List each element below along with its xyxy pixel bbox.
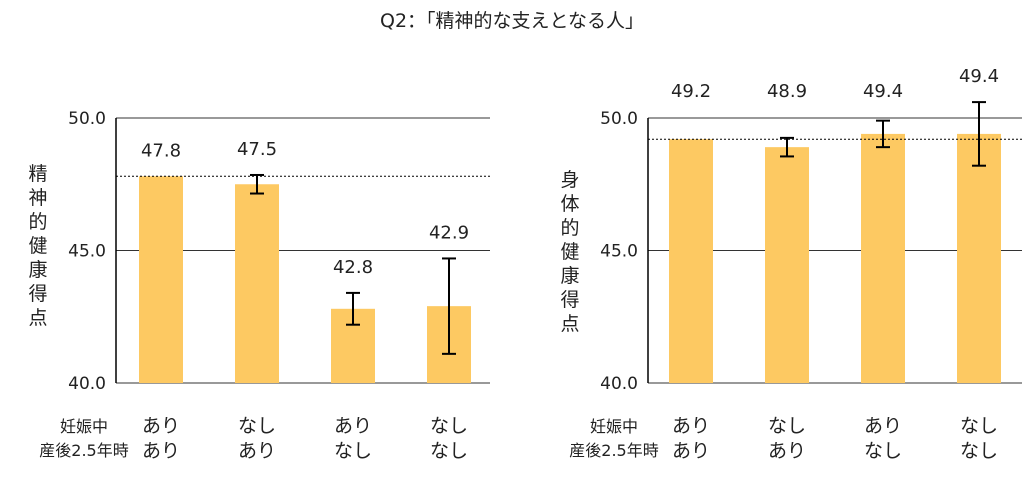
data-label: 49.2: [671, 81, 711, 102]
y-tick-label: 50.0: [68, 109, 106, 129]
data-label: 42.8: [333, 257, 373, 278]
x-tick-label: なし: [768, 415, 806, 437]
y-axis-label-char: 身: [560, 169, 579, 191]
y-tick-label: 40.0: [600, 374, 638, 394]
x-tick-label: あり: [334, 415, 372, 437]
y-tick-label: 50.0: [600, 109, 638, 129]
data-label: 47.5: [237, 139, 277, 160]
data-label: 48.9: [767, 81, 807, 102]
x-tick-label: あり: [142, 440, 180, 462]
y-axis-label-char: 的: [28, 211, 47, 233]
data-label: 49.4: [959, 66, 999, 87]
bar: [235, 184, 279, 383]
row-label-postpartum: 産後2.5年時: [569, 441, 658, 460]
y-axis-label-char: 点: [28, 307, 47, 329]
x-tick-label: なし: [430, 415, 468, 437]
bar: [139, 176, 183, 383]
data-label: 47.8: [141, 140, 181, 161]
y-tick-label: 45.0: [600, 242, 638, 262]
y-axis-label-char: 康: [560, 265, 579, 287]
bar: [861, 133, 905, 383]
x-tick-label: なし: [430, 440, 468, 462]
y-tick-label: 45.0: [68, 242, 106, 262]
bar: [957, 133, 1001, 383]
y-axis-label-char: 得: [28, 283, 47, 305]
x-tick-label: あり: [142, 415, 180, 437]
x-tick-label: あり: [768, 440, 806, 462]
y-tick-label: 40.0: [68, 374, 106, 394]
x-tick-label: あり: [238, 440, 276, 462]
bar: [765, 147, 809, 383]
y-axis-label-char: 得: [560, 289, 579, 311]
chart-title: Q2：「精神的な支えとなる人」: [380, 10, 644, 32]
y-axis-label-char: 神: [28, 187, 47, 209]
data-label: 49.4: [863, 81, 903, 102]
data-label: 42.9: [429, 222, 469, 243]
row-label-postpartum: 産後2.5年時: [39, 441, 128, 460]
y-axis-label-char: 健: [28, 235, 47, 257]
x-tick-label: あり: [672, 415, 710, 437]
bar: [669, 139, 713, 383]
row-label-pregnancy: 妊娠中: [590, 417, 638, 436]
x-tick-label: あり: [672, 440, 710, 462]
x-tick-label: なし: [864, 440, 902, 462]
x-tick-label: なし: [238, 415, 276, 437]
y-axis-label-char: 点: [560, 313, 579, 335]
x-tick-label: あり: [864, 415, 902, 437]
y-axis-label-char: 精: [28, 163, 47, 185]
y-axis-label-char: 体: [560, 193, 579, 215]
x-tick-label: なし: [960, 415, 998, 437]
x-tick-label: なし: [960, 440, 998, 462]
y-axis-label-char: 康: [28, 259, 47, 281]
y-axis-label-char: 的: [560, 217, 579, 239]
row-label-pregnancy: 妊娠中: [60, 417, 108, 436]
y-axis-label-char: 健: [560, 241, 579, 263]
x-tick-label: なし: [334, 440, 372, 462]
